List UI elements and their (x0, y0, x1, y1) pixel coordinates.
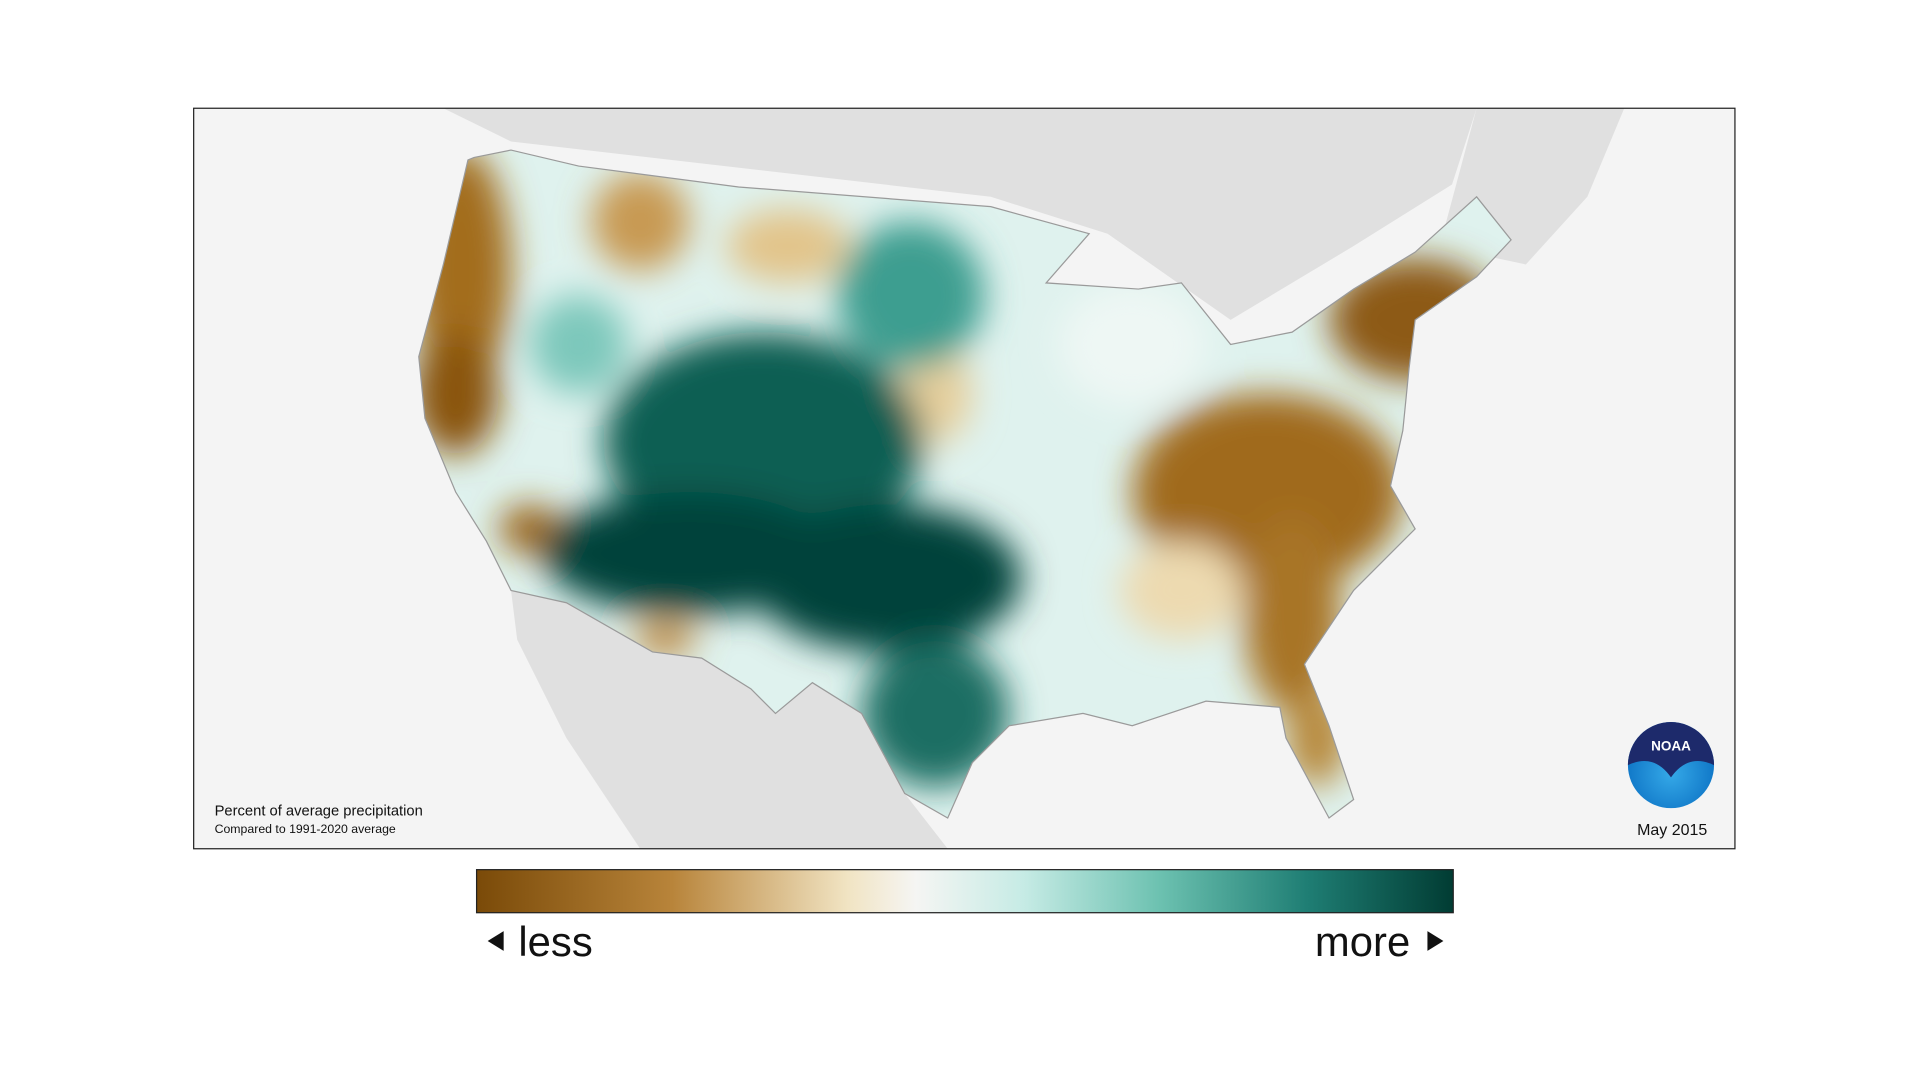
color-scale (475, 869, 1454, 914)
map-subtitle: Compared to 1991-2020 average (215, 822, 396, 836)
more-arrow (1427, 931, 1444, 951)
map-frame (193, 107, 1736, 850)
mexico (511, 590, 948, 849)
more-label: more (1315, 918, 1410, 965)
map-date: May 2015 (1637, 822, 1707, 839)
map-area (193, 108, 1735, 849)
logo-text: NOAA (1651, 738, 1691, 753)
less-arrow (487, 931, 504, 951)
map-title: Percent of average precipitation (215, 804, 423, 820)
less-label: less (518, 918, 592, 965)
logo-top (1627, 722, 1715, 778)
noaa-logo: NOAA (1627, 722, 1715, 809)
canada (443, 108, 1477, 320)
